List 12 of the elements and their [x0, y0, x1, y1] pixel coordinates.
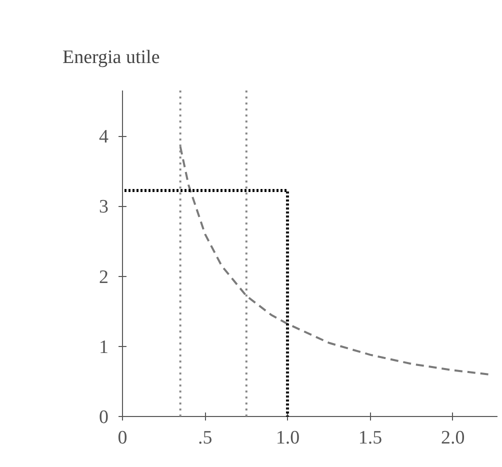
x-tick-label: 2.0 [441, 428, 465, 448]
x-tick-label: 1.0 [276, 428, 300, 448]
x-tick-label: 1.5 [358, 428, 382, 448]
y-tick-label: 2 [99, 266, 108, 288]
y-tick-label: 1 [99, 336, 108, 358]
y-tick-label: 3 [99, 196, 108, 218]
x-tick-label: .5 [198, 428, 212, 448]
y-tick-label: 4 [99, 126, 109, 148]
chart-title: Energia utile [62, 47, 160, 68]
y-tick-label: 0 [99, 407, 108, 428]
x-tick-label: 0 [118, 428, 128, 448]
line-series [179, 146, 490, 376]
